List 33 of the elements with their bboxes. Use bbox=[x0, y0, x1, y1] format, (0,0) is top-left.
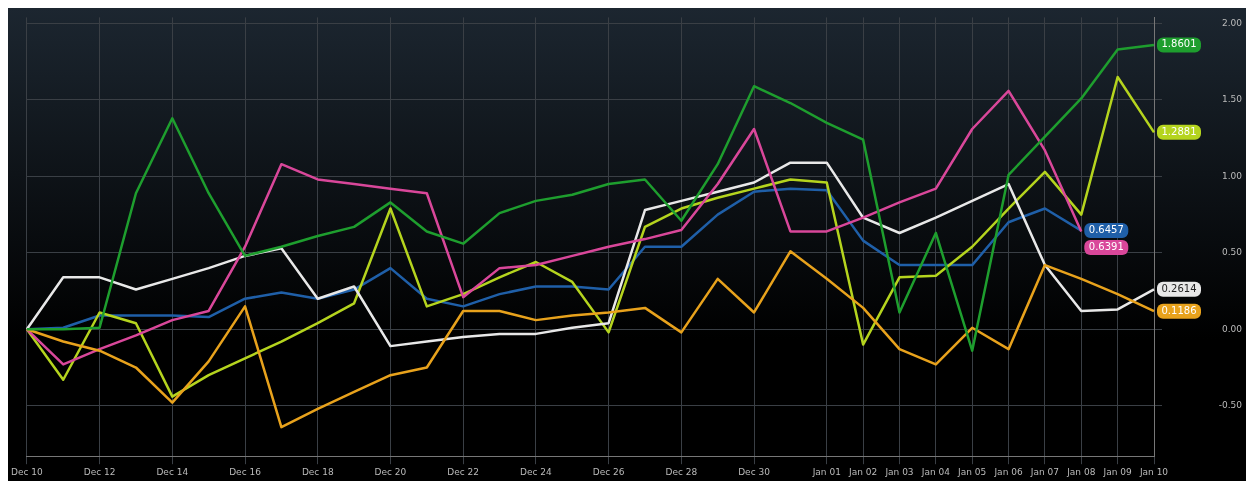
x-tick-label: Dec 12 bbox=[83, 466, 116, 477]
x-tick-label: Dec 30 bbox=[738, 466, 771, 477]
x-tick-label: Jan 01 bbox=[811, 466, 841, 477]
y-tick-label: 1.50 bbox=[1221, 94, 1243, 105]
x-tick-label: Jan 02 bbox=[848, 466, 878, 477]
x-tick-label: Jan 08 bbox=[1066, 466, 1096, 477]
x-tick-label: Dec 16 bbox=[229, 466, 262, 477]
x-tick-label: Dec 20 bbox=[374, 466, 407, 477]
x-tick-label: Dec 28 bbox=[665, 466, 698, 477]
y-tick-label: 0.50 bbox=[1221, 247, 1243, 258]
data-label: 1.2881 bbox=[1161, 125, 1197, 137]
x-tick-label: Jan 04 bbox=[920, 466, 951, 477]
x-tick-label: Dec 18 bbox=[301, 466, 334, 477]
y-tick-label: -0.50 bbox=[1218, 400, 1243, 411]
x-tick-label: Jan 10 bbox=[1138, 466, 1169, 477]
x-tick-label: Dec 26 bbox=[592, 466, 625, 477]
x-tick-label: Jan 07 bbox=[1029, 466, 1060, 477]
y-tick-label: 1.00 bbox=[1221, 170, 1243, 181]
y-tick-label: 2.00 bbox=[1221, 17, 1243, 28]
x-tick-label: Jan 05 bbox=[957, 466, 987, 477]
x-tick-label: Dec 10 bbox=[11, 466, 43, 477]
x-tick-label: Dec 14 bbox=[156, 466, 189, 477]
x-tick-label: Jan 06 bbox=[993, 466, 1023, 477]
data-label: 0.2614 bbox=[1161, 282, 1197, 294]
x-tick-label: Dec 22 bbox=[447, 466, 480, 477]
x-tick-label: Jan 09 bbox=[1102, 466, 1133, 477]
data-label: 0.6457 bbox=[1088, 224, 1124, 236]
x-tick-label: Jan 03 bbox=[884, 466, 914, 477]
data-label: 1.8601 bbox=[1161, 38, 1197, 50]
x-tick-label: Dec 24 bbox=[520, 466, 553, 477]
y-tick-label: 0.00 bbox=[1221, 323, 1243, 334]
data-label: 0.1186 bbox=[1161, 304, 1197, 316]
data-label: 0.6391 bbox=[1088, 241, 1124, 253]
